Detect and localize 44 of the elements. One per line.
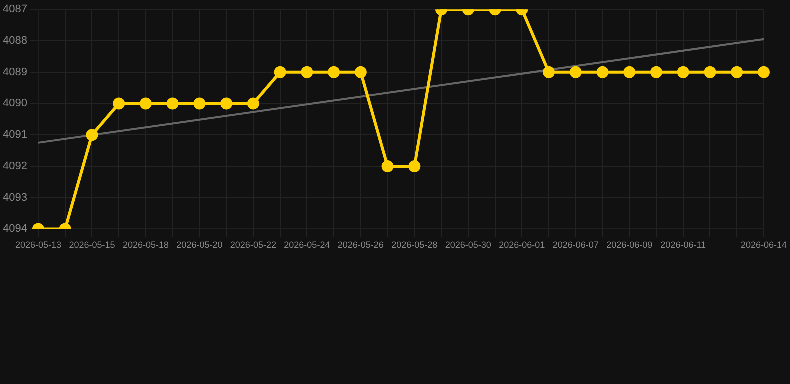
y-tick-label: 4087: [2, 4, 28, 16]
y-tick-label: 4094: [2, 223, 28, 236]
y-tick-label: 4091: [2, 129, 28, 142]
x-tick-label: 2026-06-11: [660, 240, 706, 250]
x-tick-label: 2026-06-14: [740, 240, 788, 250]
x-tick-label: 2026-05-18: [122, 240, 169, 250]
x-tick-label: 2026-06-07: [552, 240, 599, 250]
x-tick-label: 2026-05-15: [69, 240, 116, 250]
point: [220, 98, 233, 110]
x-tick-label: 2026-05-26: [338, 240, 384, 250]
point: [570, 66, 582, 78]
point: [194, 98, 206, 110]
point: [650, 66, 662, 78]
point: [247, 98, 260, 110]
point: [113, 98, 126, 110]
point: [408, 160, 421, 172]
y-tick-label: 4089: [2, 66, 28, 78]
point: [166, 98, 179, 110]
point: [596, 66, 609, 78]
point: [354, 66, 367, 78]
point: [301, 66, 314, 78]
y-tick-label: 4093: [2, 192, 28, 204]
x-tick-label: 2026-05-28: [392, 240, 438, 250]
x-tick-label: 2026-05-30: [445, 240, 492, 250]
point: [758, 66, 770, 78]
point: [328, 66, 340, 78]
y-tick-label: 4088: [2, 35, 28, 48]
point: [704, 66, 716, 78]
point: [677, 66, 690, 78]
x-tick-label: 2026-05-24: [284, 240, 330, 250]
point: [382, 160, 394, 172]
x-tick-label: 2026-06-09: [606, 240, 653, 250]
x-tick-label: 2026-05-13: [15, 240, 62, 250]
y-tick-label: 4090: [2, 98, 28, 110]
x-tick-label: 2026-05-20: [176, 240, 223, 250]
point: [86, 129, 98, 142]
x-tick-label: 2026-05-22: [230, 240, 276, 250]
y-tick-label: 4092: [2, 160, 28, 172]
point: [543, 66, 556, 78]
point: [624, 66, 636, 78]
x-tick-label: 2026-06-01: [499, 240, 546, 250]
point: [731, 66, 744, 78]
point: [274, 66, 286, 78]
point: [140, 98, 152, 110]
